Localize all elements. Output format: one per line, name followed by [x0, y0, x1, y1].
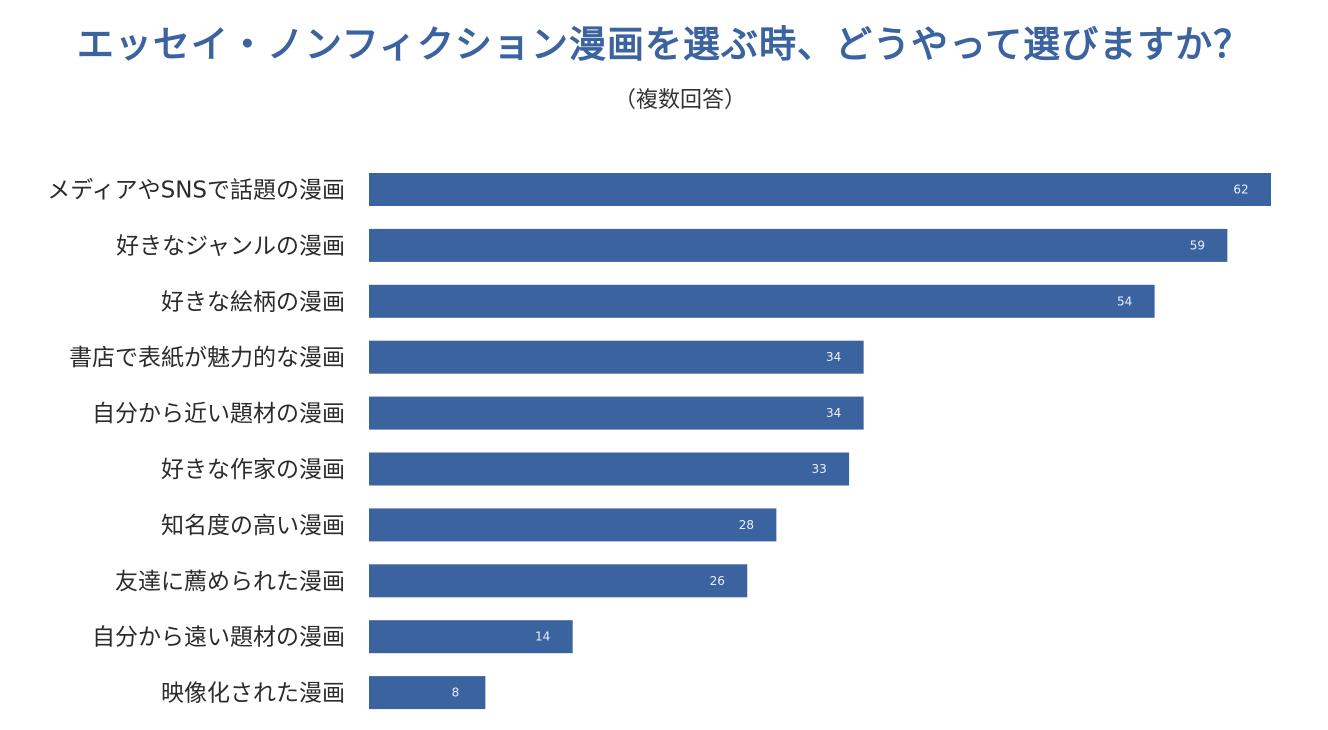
bar	[369, 508, 777, 542]
chart-title: エッセイ・ノンフィクション漫画を選ぶ時、どうやって選びますか？	[76, 23, 1252, 66]
category-label: メディアやSNSで話題の漫画	[47, 178, 345, 204]
value-label: 33	[811, 462, 826, 476]
value-label: 28	[739, 518, 754, 532]
value-label: 14	[535, 630, 550, 644]
category-label: 自分から近い題材の漫画	[92, 401, 345, 427]
value-label: 8	[452, 686, 460, 700]
category-label: 書店で表紙が魅力的な漫画	[69, 345, 345, 371]
value-label: 26	[710, 574, 725, 588]
bar	[369, 620, 573, 654]
bar	[369, 396, 864, 430]
category-label: 映像化された漫画	[161, 681, 345, 707]
bar	[369, 173, 1271, 206]
bar	[369, 452, 850, 486]
bar	[369, 340, 864, 374]
value-label: 59	[1190, 238, 1205, 252]
category-label: 友達に薦められた漫画	[115, 569, 345, 595]
chart-subtitle: （複数回答）	[613, 88, 746, 113]
bar	[369, 284, 1155, 318]
category-label: 好きなジャンルの漫画	[116, 233, 345, 259]
bar	[369, 228, 1228, 262]
category-label: 知名度の高い漫画	[161, 513, 345, 539]
bar	[369, 676, 486, 710]
value-label: 54	[1117, 294, 1132, 308]
category-label: 自分から遠い題材の漫画	[92, 625, 345, 651]
bar	[369, 564, 748, 598]
category-label: 好きな絵柄の漫画	[161, 289, 345, 315]
bars-layer: メディアやSNSで話題の漫画 62 好きなジャンルの漫画 59 好きな絵柄の漫画 54 書店…	[47, 173, 1271, 710]
category-label: 好きな作家の漫画	[161, 457, 345, 483]
value-label: 34	[826, 406, 841, 420]
value-label: 34	[826, 350, 841, 364]
value-label: 62	[1233, 183, 1248, 197]
